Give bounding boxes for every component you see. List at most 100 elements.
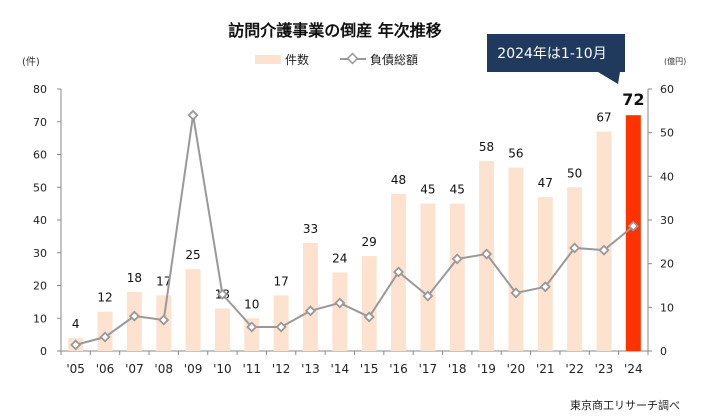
legend-bar-label: 件数 xyxy=(285,52,309,67)
x-tick-label: '05 xyxy=(66,362,85,376)
x-tick-label: '20 xyxy=(507,362,526,376)
right-tick-label: 40 xyxy=(660,170,674,183)
bar xyxy=(449,203,465,351)
bar-value-label: 12 xyxy=(97,291,112,305)
debt-point xyxy=(158,314,170,326)
right-tick-label: 20 xyxy=(660,258,674,271)
x-tick-label: '24 xyxy=(624,362,643,376)
left-axis-unit: (件) xyxy=(22,56,40,68)
bar xyxy=(567,187,583,351)
bar-value-label: 45 xyxy=(450,183,465,197)
x-tick-label: '17 xyxy=(419,362,438,376)
x-tick-label: '18 xyxy=(448,362,467,376)
bar-value-label: 72 xyxy=(622,90,644,109)
right-axis-unit: (億円) xyxy=(664,56,686,66)
x-tick-label: '15 xyxy=(360,362,379,376)
bar-value-label: 56 xyxy=(508,147,523,161)
right-tick-label: 60 xyxy=(660,83,674,96)
bar-value-label: 25 xyxy=(185,248,200,262)
bar-value-label: 17 xyxy=(156,274,171,288)
bar xyxy=(302,242,318,351)
x-tick-label: '23 xyxy=(595,362,614,376)
bar xyxy=(185,269,201,351)
bar-value-label: 45 xyxy=(420,183,435,197)
x-tick-label: '14 xyxy=(331,362,350,376)
bar-value-label: 48 xyxy=(391,173,406,187)
bar xyxy=(596,131,612,351)
legend-line-marker xyxy=(346,52,359,65)
debt-point xyxy=(539,281,551,293)
bar-value-label: 17 xyxy=(273,274,288,288)
bar-value-label: 29 xyxy=(362,235,377,249)
left-tick-label: 30 xyxy=(33,247,47,260)
x-tick-label: '07 xyxy=(125,362,144,376)
plot-area: 0 10 20 30 40 50 60 70 80 0 10 20 30 40 50 60 4 12 18 17 25 1… xyxy=(33,83,674,376)
x-tick-label: '21 xyxy=(536,362,555,376)
debt-point xyxy=(70,339,82,351)
legend: 件数 負債総額 xyxy=(255,52,418,67)
x-tick-label: '16 xyxy=(389,362,408,376)
x-tick-label: '10 xyxy=(213,362,232,376)
right-tick-label: 30 xyxy=(660,214,674,227)
left-tick-label: 60 xyxy=(33,149,47,162)
debt-point xyxy=(216,288,228,300)
debt-point xyxy=(275,321,287,333)
left-tick-label: 70 xyxy=(33,116,47,129)
legend-line-label: 負債総額 xyxy=(370,52,418,67)
debt-point xyxy=(510,287,522,299)
x-tick-label: '12 xyxy=(272,362,291,376)
left-tick-label: 10 xyxy=(33,312,47,325)
bar-value-label: 10 xyxy=(244,297,259,311)
right-tick-label: 50 xyxy=(660,127,674,140)
source-note: 東京商工リサーチ調べ xyxy=(570,398,680,412)
left-tick-label: 80 xyxy=(33,83,47,96)
debt-point xyxy=(393,266,405,278)
x-tick-label: '13 xyxy=(301,362,320,376)
bar-value-label: 24 xyxy=(332,251,347,265)
right-tick-label: 0 xyxy=(660,345,667,358)
bar xyxy=(508,167,524,351)
chart-title: 訪問介護事業の倒産 年次推移 xyxy=(228,21,442,40)
debt-point xyxy=(363,311,375,323)
bar xyxy=(214,308,230,351)
x-tick-label: '19 xyxy=(477,362,496,376)
debt-point xyxy=(451,253,463,265)
bar xyxy=(537,197,553,351)
debt-point xyxy=(128,310,140,322)
debt-point xyxy=(422,290,434,302)
left-tick-label: 40 xyxy=(33,214,47,227)
callout-box xyxy=(487,34,625,84)
bar-value-label: 67 xyxy=(596,111,611,125)
left-tick-label: 0 xyxy=(40,345,47,358)
bar xyxy=(625,115,641,351)
debt-point xyxy=(481,248,493,260)
debt-point xyxy=(598,244,610,256)
bar-value-label: 4 xyxy=(72,317,80,331)
bar-value-label: 18 xyxy=(127,271,142,285)
callout: 2024年は1-10月 xyxy=(487,34,625,84)
left-tick-label: 20 xyxy=(33,280,47,293)
debt-point xyxy=(304,305,316,317)
bar xyxy=(361,256,377,351)
bar xyxy=(97,311,113,351)
legend-bar-swatch xyxy=(255,55,281,64)
x-tick-label: '22 xyxy=(565,362,584,376)
debt-point xyxy=(187,109,199,121)
debt-point xyxy=(627,220,639,232)
bar-value-label: 47 xyxy=(538,176,553,190)
bar-value-label: 33 xyxy=(303,222,318,236)
right-tick-label: 10 xyxy=(660,301,674,314)
bar xyxy=(420,203,436,351)
bar xyxy=(332,272,348,351)
bar-value-label: 50 xyxy=(567,166,582,180)
x-tick-label: '08 xyxy=(154,362,173,376)
x-tick-label: '11 xyxy=(242,362,261,376)
bar-value-label: 58 xyxy=(479,140,494,154)
debt-point xyxy=(569,242,581,254)
debt-point xyxy=(334,297,346,309)
x-tick-label: '06 xyxy=(96,362,115,376)
left-tick-label: 50 xyxy=(33,181,47,194)
debt-point xyxy=(99,331,111,343)
